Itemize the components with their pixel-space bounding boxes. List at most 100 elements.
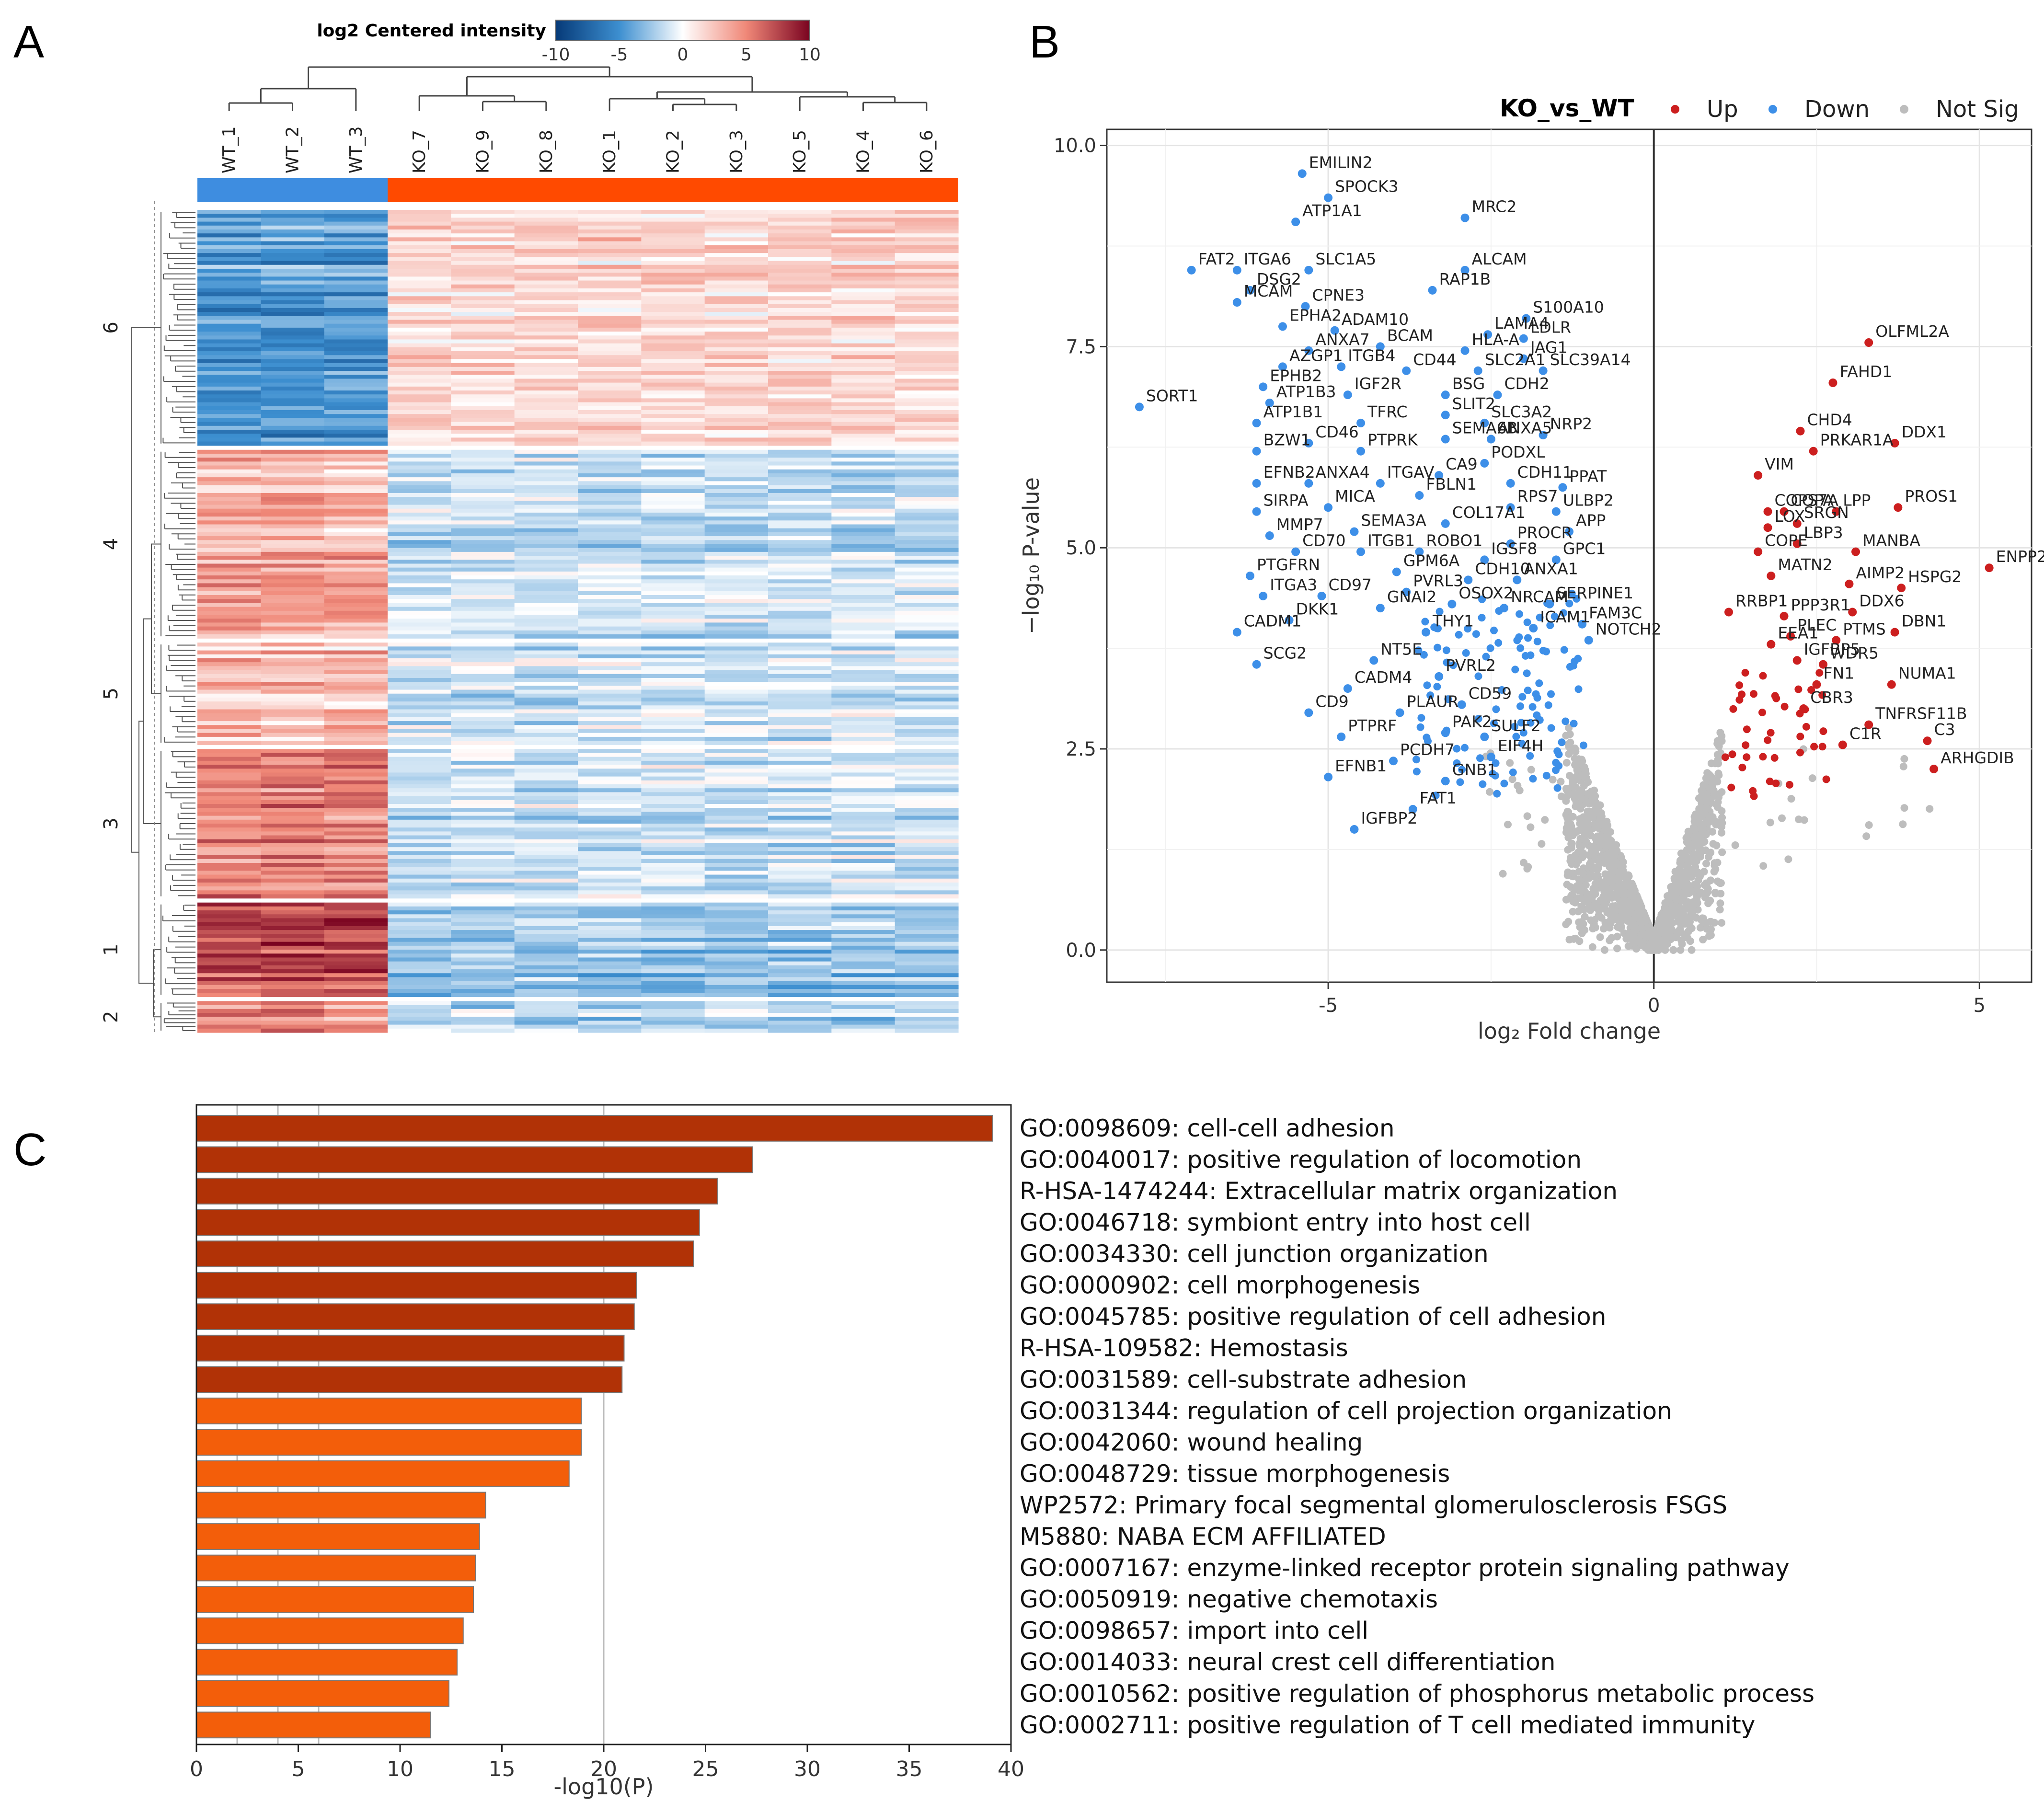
heatmap-cell	[704, 906, 769, 911]
heatmap-cell	[831, 469, 896, 474]
heatmap-cell	[768, 429, 832, 434]
heatmap-cell	[514, 461, 578, 466]
heatmap-cell	[197, 689, 261, 694]
up-gene-label: ENPP2	[1996, 547, 2044, 566]
heatmap-cell	[324, 453, 388, 458]
heatmap-cell	[831, 686, 896, 690]
heatmap-cell	[261, 693, 325, 698]
heatmap-cell	[197, 729, 261, 734]
heatmap-cell	[895, 682, 959, 686]
heatmap-cell	[831, 894, 896, 899]
heatmap-cell	[261, 780, 325, 785]
heatmap-cell	[704, 902, 769, 907]
heatmap-cell	[831, 214, 896, 218]
heatmap-cell	[768, 902, 832, 907]
down-gene-point	[1441, 411, 1450, 420]
heatmap-cell	[895, 855, 959, 860]
heatmap-cell	[388, 772, 451, 777]
down-gene-point	[1232, 265, 1241, 275]
notsig-point	[1562, 828, 1570, 837]
down-gene-point	[1480, 459, 1489, 468]
heatmap-cell	[451, 465, 515, 470]
heatmap-cell	[768, 214, 832, 218]
heatmap-cell	[324, 595, 388, 599]
heatmap-cell	[451, 489, 515, 493]
notsig-point	[1596, 896, 1605, 905]
down-gene-point	[1551, 507, 1561, 516]
heatmap-cell	[578, 453, 642, 458]
heatmap-cell	[641, 713, 705, 718]
up-point	[1727, 783, 1735, 792]
heatmap-cell	[261, 981, 325, 986]
heatmap-cell	[895, 501, 959, 505]
heatmap-cell	[451, 689, 515, 694]
heatmap-cell	[895, 591, 959, 596]
heatmap-cell	[197, 386, 261, 391]
heatmap-cell	[831, 583, 896, 588]
down-point	[1555, 750, 1563, 758]
heatmap-cell	[704, 693, 769, 698]
heatmap-cell	[514, 847, 578, 851]
heatmap-cell	[388, 382, 451, 387]
heatmap-cell	[324, 749, 388, 754]
heatmap-cell	[324, 819, 388, 824]
heatmap-cell	[831, 512, 896, 517]
down-gene-label: SERPINE1	[1556, 584, 1633, 602]
heatmap-cell	[514, 264, 578, 269]
heatmap-cell	[451, 922, 515, 927]
heatmap-cell	[451, 587, 515, 592]
heatmap-cell	[831, 741, 896, 745]
heatmap-cell	[895, 429, 959, 434]
heatmap-cell	[831, 862, 896, 867]
heatmap-cell	[578, 520, 642, 525]
heatmap-cell	[704, 473, 769, 478]
heatmap-cell	[324, 320, 388, 324]
heatmap-cell	[895, 677, 959, 682]
up-point	[1721, 753, 1729, 761]
heatmap-cell	[261, 273, 325, 277]
heatmap-cell	[578, 626, 642, 631]
down-point	[1513, 636, 1521, 644]
heatmap-cell	[578, 615, 642, 619]
heatmap-cell	[388, 469, 451, 474]
heatmap-cell	[578, 1009, 642, 1013]
up-gene-label: LBP3	[1804, 523, 1843, 542]
heatmap-cell	[261, 733, 325, 737]
up-point	[1758, 709, 1766, 716]
heatmap-cell	[514, 831, 578, 836]
heatmap-cell	[451, 918, 515, 923]
heatmap-cell	[514, 815, 578, 820]
heatmap-cell	[704, 501, 769, 505]
heatmap-cell	[261, 878, 325, 883]
notsig-point	[1620, 913, 1628, 921]
heatmap-cell	[641, 493, 705, 497]
heatmap-cell	[704, 402, 769, 407]
up-gene-point	[1780, 611, 1789, 620]
heatmap-cell	[261, 367, 325, 371]
heatmap-cell	[578, 536, 642, 540]
heatmap-cell	[514, 276, 578, 281]
heatmap-cell	[641, 890, 705, 895]
heatmap-cell	[451, 607, 515, 611]
heatmap-cell	[641, 343, 705, 348]
heatmap-cell	[197, 296, 261, 301]
heatmap-cell	[831, 938, 896, 942]
heatmap-cell	[768, 914, 832, 919]
heatmap-cell	[641, 736, 705, 741]
volcano-xlabel: log₂ Fold change	[1478, 1018, 1661, 1044]
heatmap-cell	[261, 977, 325, 982]
heatmap-cell	[831, 249, 896, 253]
heatmap-cell	[768, 1028, 832, 1033]
heatmap-cell	[768, 689, 832, 694]
heatmap-cell	[388, 591, 451, 596]
heatmap-cell	[641, 288, 705, 293]
heatmap-cell	[388, 560, 451, 564]
heatmap-cell	[197, 544, 261, 549]
bar	[196, 1711, 431, 1739]
heatmap-cell	[451, 556, 515, 560]
heatmap-cell	[451, 493, 515, 497]
heatmap-cell	[641, 670, 705, 675]
down-gene-label: SEMA6B	[1452, 419, 1517, 437]
heatmap-cell	[261, 800, 325, 804]
heatmap-cell	[514, 437, 578, 442]
